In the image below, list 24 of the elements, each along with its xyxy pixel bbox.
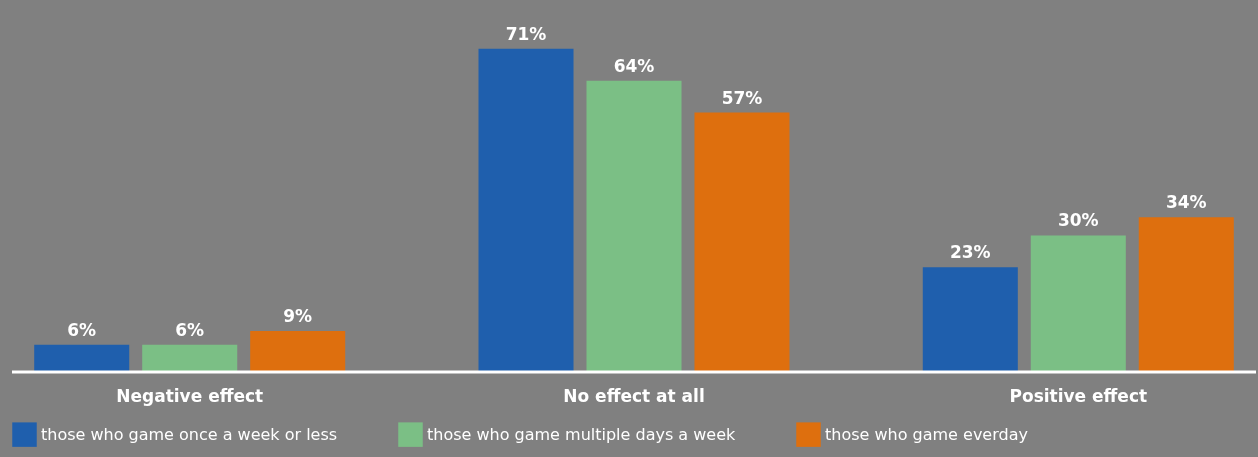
data-label: 9% [283, 306, 313, 327]
data-label: 34% [1165, 192, 1207, 213]
data-label: 30% [1057, 210, 1099, 231]
bar [586, 80, 682, 372]
bar [478, 48, 574, 372]
x-tick-label: Positive effect [1009, 385, 1148, 406]
bar [694, 112, 790, 372]
data-label: 6% [175, 319, 205, 340]
bar [922, 267, 1018, 372]
x-tick-label: Negative effect [116, 385, 264, 406]
data-label: 57% [721, 87, 763, 108]
legend-label: those who game once a week or less [41, 424, 338, 444]
data-label: 23% [949, 242, 991, 263]
data-label: 64% [613, 55, 655, 76]
bar [142, 344, 238, 372]
data-label: 71% [505, 23, 547, 44]
bar [250, 331, 346, 372]
data-label: 6% [67, 319, 97, 340]
legend-label: those who game multiple days a week [427, 424, 736, 444]
bar [34, 344, 130, 372]
x-tick-label: No effect at all [563, 385, 705, 406]
bar [1138, 217, 1234, 372]
bar [1030, 235, 1126, 372]
legend-label: those who game everday [825, 424, 1028, 444]
